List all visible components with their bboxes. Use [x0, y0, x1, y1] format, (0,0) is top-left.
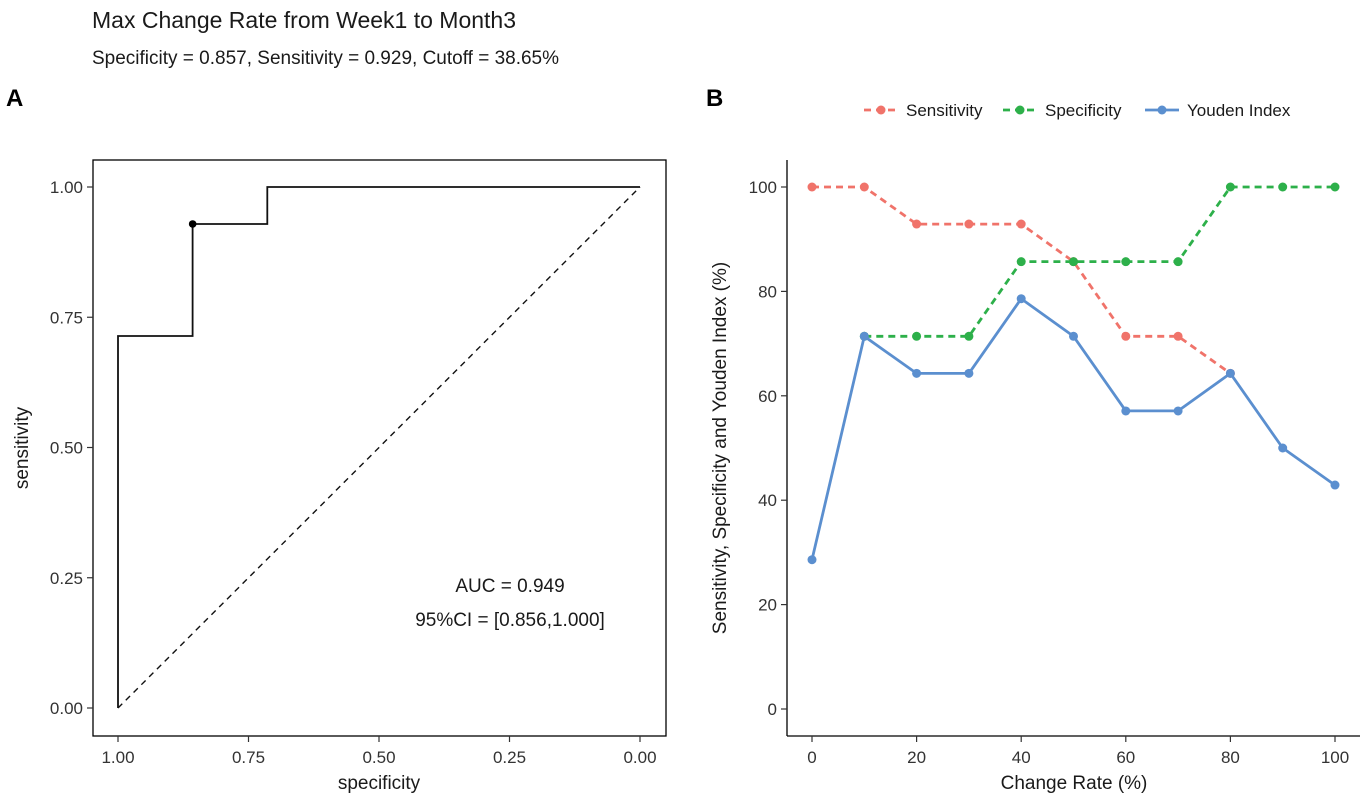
rate-y-tick-label: 80 — [758, 282, 777, 301]
ci-annotation: 95%CI = [0.856,1.000] — [415, 610, 605, 631]
rate-y-axis-label: Sensitivity, Specificity and Youden Inde… — [710, 262, 731, 634]
panel-a: A 1.00 0.75 0.50 0.25 0.000.000.250.500.751.… — [6, 85, 667, 794]
specificity-point — [1016, 257, 1026, 267]
youden-index-point — [1278, 443, 1288, 453]
legend-sensitivity-swatch-point — [876, 105, 886, 115]
youden-index-point — [807, 555, 817, 565]
legend-sensitivity-label: Sensitivity — [906, 101, 983, 120]
figure-subtitle: Specificity = 0.857, Sensitivity = 0.929… — [92, 48, 559, 69]
rate-x-axis-label: Change Rate (%) — [1001, 773, 1148, 794]
youden-index-point — [912, 368, 922, 378]
roc-x-axis-label: specificity — [338, 773, 421, 794]
specificity-point — [964, 331, 974, 341]
legend-youden-index-swatch-point — [1157, 105, 1167, 115]
legend: Sensitivity Specificity Youden Index — [864, 101, 1291, 120]
specificity-point — [1173, 257, 1183, 267]
panel-b: B Sensitivity Specificity Youden Index 0 20… — [706, 85, 1360, 794]
roc-x-tick-label: 0.75 — [232, 748, 265, 767]
roc-y-tick-label: 0.00 — [50, 699, 83, 718]
rate-x-tick-label: 0 — [807, 748, 816, 767]
specificity-point — [1330, 182, 1340, 192]
sensitivity-point — [1173, 331, 1183, 341]
rate-y-tick-label: 60 — [758, 387, 777, 406]
sensitivity-point — [912, 219, 922, 229]
legend-specificity-label: Specificity — [1045, 101, 1122, 120]
specificity-point — [1121, 257, 1131, 267]
rate-y-tick-label: 100 — [749, 178, 777, 197]
specificity-point — [912, 331, 922, 341]
figure-title: Max Change Rate from Week1 to Month3 — [92, 7, 516, 33]
rate-y-tick-label: 20 — [758, 596, 777, 615]
roc-x-tick-label: 0.25 — [493, 748, 526, 767]
legend-youden-index-label: Youden Index — [1187, 101, 1291, 120]
specificity-point — [1225, 182, 1235, 192]
roc-x-tick-label: 0.50 — [362, 748, 395, 767]
sensitivity-line — [812, 185, 1232, 375]
roc-cutoff-point — [188, 220, 197, 228]
youden-index-point — [1173, 406, 1183, 416]
youden-index-point — [859, 331, 869, 341]
rate-y-tick-label: 0 — [768, 700, 777, 719]
sensitivity-point — [1016, 219, 1026, 229]
specificity-point — [1069, 257, 1078, 267]
roc-y-axis-label: sensitivity — [12, 406, 33, 489]
roc-y-tick-label: 0.25 — [50, 569, 83, 588]
rate-x-tick-label: 100 — [1321, 748, 1349, 767]
rate-x-tick-label: 40 — [1012, 748, 1031, 767]
sensitivity-point — [859, 182, 869, 192]
roc-y-tick-label: 0.75 — [50, 308, 83, 327]
sensitivity-point — [807, 182, 817, 192]
specificity-point — [1278, 182, 1288, 192]
roc-x-tick-label: 1.00 — [101, 748, 134, 767]
panel-b-label: B — [706, 85, 723, 112]
roc-reference-line — [117, 186, 641, 709]
youden-index-point — [964, 368, 974, 378]
rate-x-tick-label: 80 — [1221, 748, 1240, 767]
youden-index-point — [1225, 368, 1235, 378]
roc-x-tick-label: 0.00 — [623, 748, 656, 767]
rate-x-tick-label: 60 — [1116, 748, 1135, 767]
youden-index-point — [1330, 480, 1340, 490]
specificity-line — [864, 185, 1335, 338]
roc-plot-area: 1.00 0.75 0.50 0.25 0.00 0.00 0.25 0.50 0.75 1.00 — [50, 159, 667, 767]
panel-a-label: A — [6, 85, 23, 112]
youden-index-point — [1016, 294, 1026, 304]
auc-annotation: AUC = 0.949 — [455, 576, 564, 597]
youden-index-point — [1121, 406, 1131, 416]
roc-y-tick-label: 0.50 — [50, 439, 83, 458]
roc-y-tick-label: 1.00 — [50, 178, 83, 197]
rate-y-tick-label: 40 — [758, 491, 777, 510]
rate-x-tick-label: 20 — [907, 748, 926, 767]
legend-specificity-swatch-point — [1015, 105, 1025, 115]
rate-plot-area: 0 20 40 60 80 100 0 20 40 60 80 100 — [749, 160, 1360, 767]
youden-index-point — [1069, 331, 1078, 341]
sensitivity-point — [1121, 331, 1131, 341]
sensitivity-point — [964, 219, 974, 229]
